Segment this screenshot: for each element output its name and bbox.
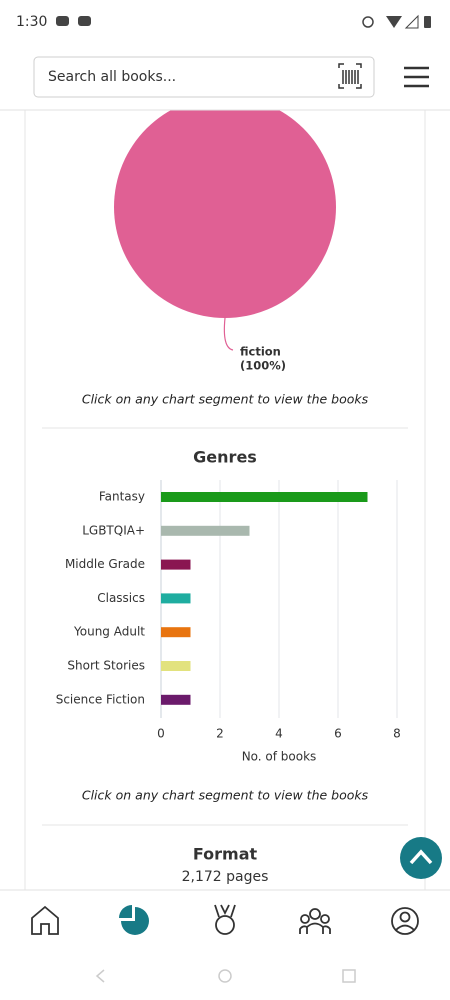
format-pages: 2,172 pages <box>182 869 269 885</box>
x-tick-label: 6 <box>334 727 342 741</box>
pie-value-label: (100%) <box>240 359 286 373</box>
x-tick-label: 0 <box>157 727 165 741</box>
search-placeholder: Search all books... <box>48 69 176 85</box>
pie-slice[interactable] <box>114 96 336 318</box>
y-tick-label: Classics <box>97 591 145 605</box>
y-tick-label: Science Fiction <box>56 692 145 706</box>
bar[interactable] <box>161 661 191 671</box>
medal-icon[interactable] <box>214 904 236 935</box>
content: fiction(100%) Click on any chart segment … <box>24 96 426 901</box>
x-tick-label: 8 <box>393 727 401 741</box>
chart-caption: Click on any chart segment to view the b… <box>82 392 369 407</box>
y-tick-label: Short Stories <box>67 659 145 673</box>
y-tick-label: Fantasy <box>99 490 145 504</box>
bar[interactable] <box>161 694 191 705</box>
menu-icon[interactable] <box>404 66 429 88</box>
bar[interactable] <box>161 559 191 570</box>
stats-icon[interactable] <box>119 905 149 935</box>
bar[interactable] <box>161 593 191 604</box>
x-tick-label: 4 <box>275 727 283 741</box>
y-tick-label: Young Adult <box>73 625 145 639</box>
y-tick-label: Middle Grade <box>65 557 145 571</box>
x-axis-label: No. of books <box>242 750 317 764</box>
profile-icon[interactable] <box>391 907 419 935</box>
leader-line <box>223 317 234 351</box>
search-box[interactable] <box>33 56 375 98</box>
chart-title: Genres <box>193 448 257 467</box>
bar[interactable] <box>161 627 191 638</box>
bar[interactable] <box>161 525 250 536</box>
format-title: Format <box>193 845 258 864</box>
home-icon[interactable] <box>31 905 59 935</box>
groups-icon[interactable] <box>299 908 331 934</box>
y-tick-label: LGBTQIA+ <box>82 523 145 537</box>
x-tick-label: 2 <box>216 727 224 741</box>
status-time: 1:30 <box>16 14 47 30</box>
pie-label: fiction <box>240 345 281 359</box>
barcode-icon[interactable] <box>338 63 362 89</box>
scroll-top-button[interactable] <box>400 837 442 879</box>
chart-caption: Click on any chart segment to view the b… <box>82 788 369 803</box>
bar[interactable] <box>161 492 368 502</box>
nav-bg <box>0 890 450 1000</box>
status-icons <box>56 14 431 29</box>
system-nav <box>95 969 356 983</box>
